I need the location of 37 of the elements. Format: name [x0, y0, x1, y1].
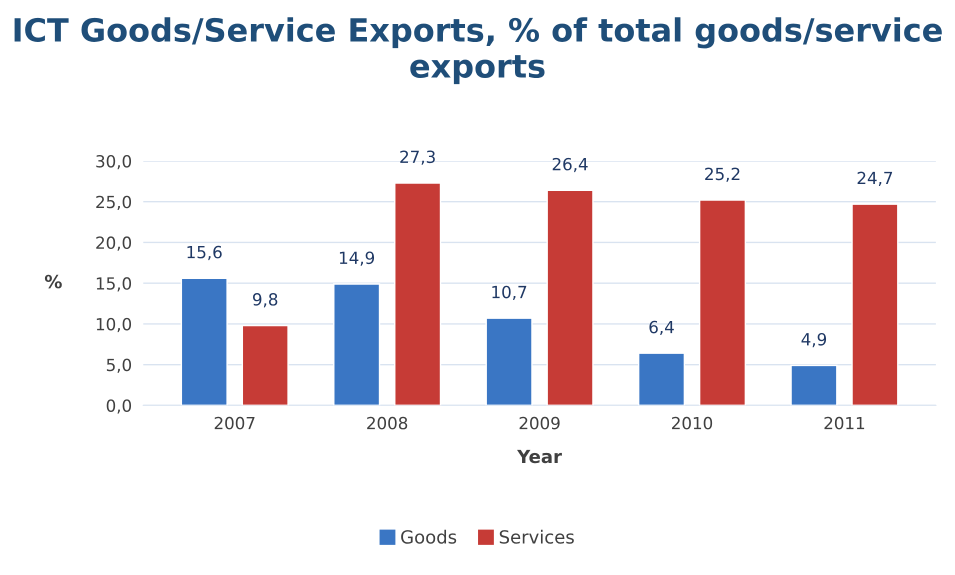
data-label: 9,8: [252, 293, 278, 308]
legend-label: Services: [500, 530, 574, 544]
bar: [180, 278, 228, 406]
bar: [698, 199, 746, 406]
data-label: 6,4: [649, 320, 674, 336]
data-label: 25,2: [705, 168, 740, 182]
y-axis-title: %: [44, 274, 62, 288]
y-tick-label: 25,0: [96, 196, 132, 210]
data-label: 4,9: [802, 332, 826, 348]
y-tick-label: 5,0: [106, 358, 132, 373]
data-label: 14,9: [340, 252, 374, 266]
x-tick-label: 2009: [520, 416, 560, 430]
y-tick-label: 10,0: [96, 318, 132, 332]
bar: [546, 190, 594, 406]
data-label: 15,6: [188, 246, 222, 260]
y-tick-label: 15,0: [96, 277, 132, 292]
bar: [790, 364, 838, 406]
data-label: 27,3: [400, 150, 435, 165]
x-tick-label: 2011: [824, 416, 864, 430]
y-tick-label: 30,0: [96, 154, 132, 170]
x-tick-label: 2008: [367, 416, 408, 430]
data-label: 10,7: [492, 286, 526, 300]
x-tick-label: 2007: [214, 416, 254, 430]
x-axis-title: Year: [517, 450, 562, 464]
bar: [851, 203, 898, 406]
y-tick-label: 0,0: [106, 399, 132, 414]
legend-label: Goods: [401, 530, 456, 544]
bar: [638, 352, 686, 406]
data-label: 26,4: [552, 158, 588, 172]
data-label: 24,7: [858, 172, 892, 186]
y-tick-label: 20,0: [96, 236, 132, 251]
x-tick-label: 2010: [672, 416, 712, 430]
bar: [394, 182, 442, 406]
bar: [486, 318, 533, 406]
bar: [242, 324, 289, 406]
chart-title: ICT Goods/Service Exports, % of total goods/service exports: [14, 17, 942, 84]
bar: [333, 283, 380, 406]
